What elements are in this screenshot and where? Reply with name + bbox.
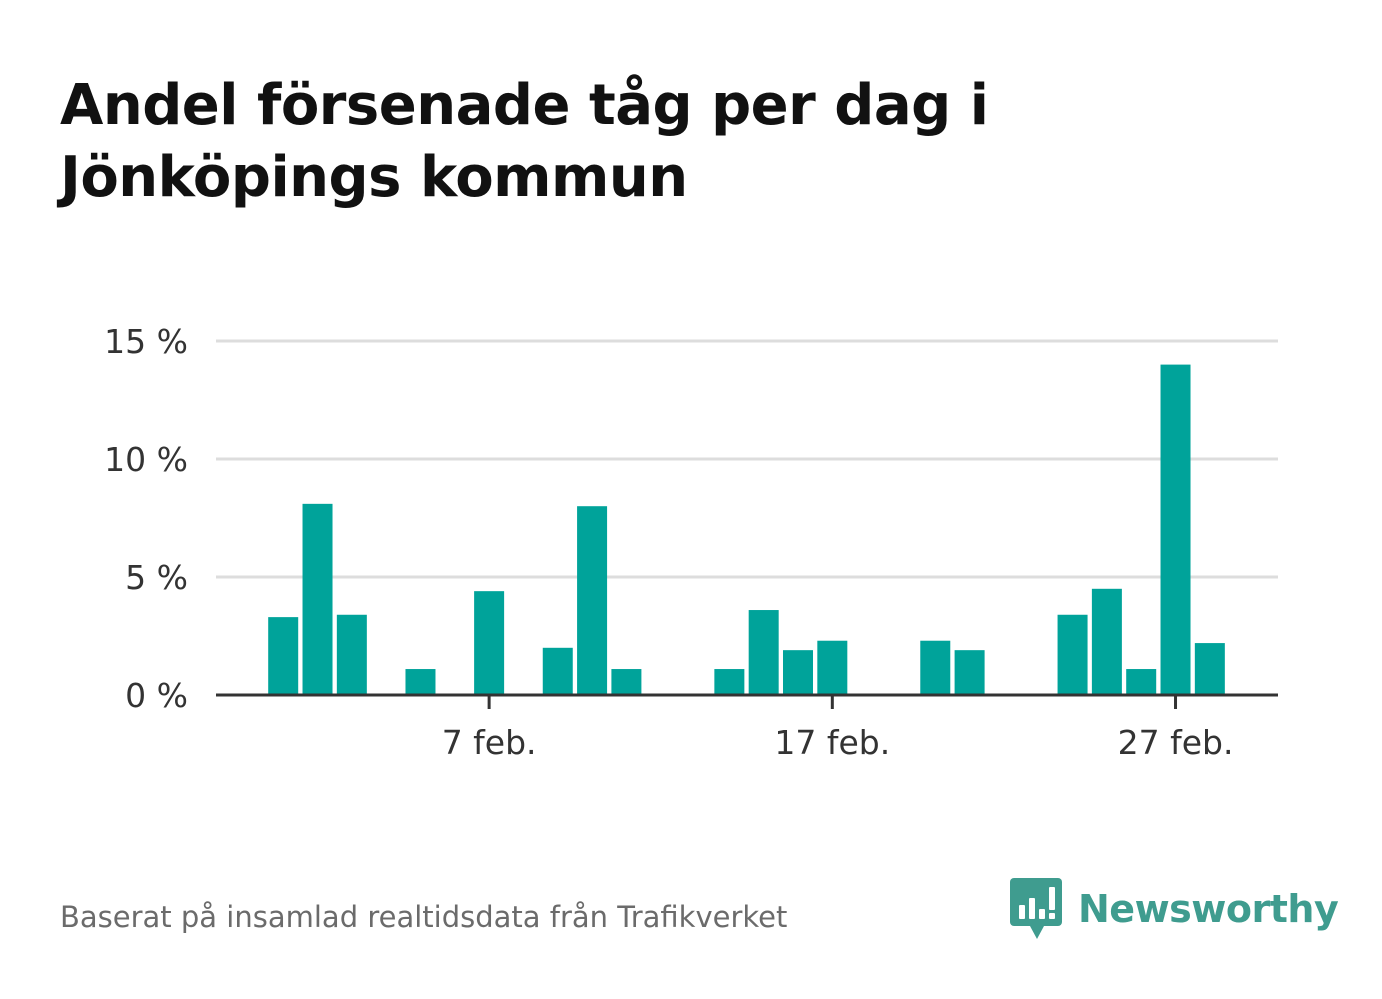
bar	[817, 640, 848, 695]
bar	[577, 506, 608, 695]
brand-name: Newsworthy	[1078, 887, 1339, 931]
axes: 0 % 5 % 10 % 15 % 7 feb. 17 feb. 27 feb.	[104, 322, 1278, 762]
y-tick-label: 15 %	[104, 322, 188, 361]
bar	[1194, 643, 1225, 695]
bar	[714, 669, 745, 695]
bars	[268, 364, 1225, 695]
bar	[302, 503, 333, 695]
bar	[920, 640, 951, 695]
gridlines	[216, 339, 1278, 579]
bar	[542, 647, 573, 695]
bar-chart-speech-bubble-icon	[1010, 878, 1062, 939]
bar	[1091, 588, 1122, 695]
bar	[474, 591, 505, 695]
bar	[783, 650, 813, 695]
bar	[405, 669, 436, 695]
bar	[1057, 614, 1088, 695]
y-tick-label: 5 %	[125, 558, 188, 597]
y-tick-label: 10 %	[104, 440, 188, 479]
bar	[268, 617, 299, 695]
bar	[954, 650, 985, 695]
y-tick-label: 0 %	[125, 676, 188, 715]
bar	[748, 610, 779, 695]
chart-title: Andel försenade tåg per dag i Jönköpings…	[60, 73, 989, 210]
source-note: Baserat på insamlad realtidsdata från Tr…	[60, 900, 788, 934]
bar	[336, 614, 367, 695]
newsworthy-logo[interactable]: Newsworthy	[1010, 878, 1339, 940]
bar	[1126, 669, 1157, 695]
bar	[611, 669, 642, 695]
bar	[1160, 364, 1191, 695]
x-tick-label: 7 feb.	[442, 723, 537, 762]
x-tick-label: 17 feb.	[774, 723, 890, 762]
x-tick-label: 27 feb.	[1118, 723, 1234, 762]
